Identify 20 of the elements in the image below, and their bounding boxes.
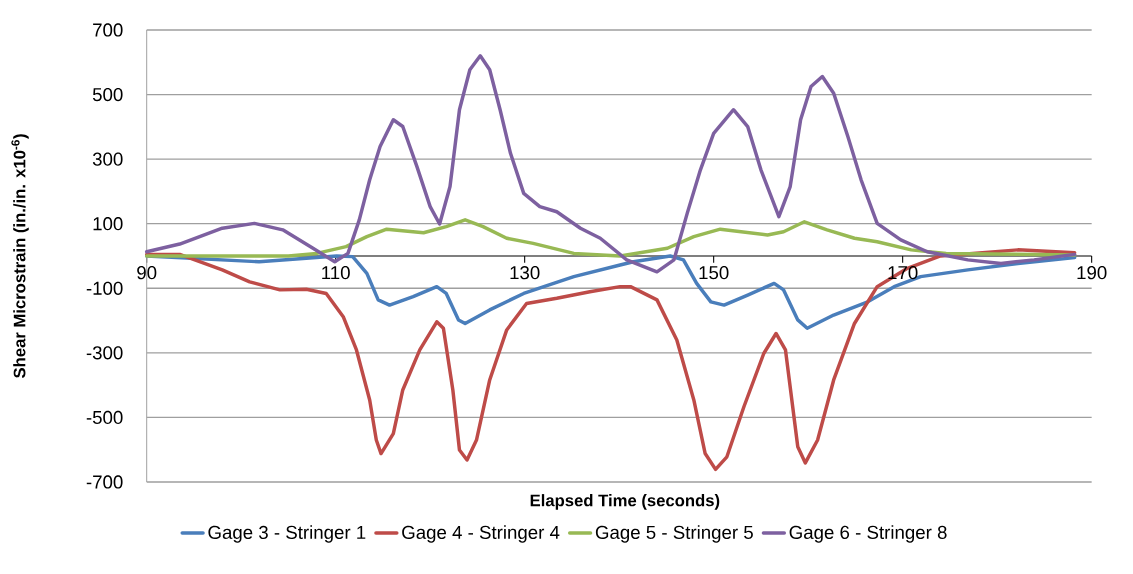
x-tick-label: 110 (322, 266, 350, 280)
x-axis-title: Elapsed Time (seconds) (530, 494, 720, 510)
x-tick-label: 130 (510, 266, 540, 280)
legend-label: Gage 4 - Stringer 4 (402, 525, 560, 543)
legend-label: Gage 5 - Stringer 5 (595, 525, 753, 543)
y-tick-label: -300 (86, 346, 123, 360)
y-tick-label: 500 (92, 87, 123, 102)
legend-label: Gage 6 - Stringer 8 (789, 525, 947, 543)
y-tick-label: -100 (86, 281, 123, 295)
y-tick-label: 700 (93, 23, 123, 37)
x-tick-label: 190 (1077, 266, 1107, 280)
x-tick-label: 150 (699, 266, 729, 280)
y-axis-title: Shear Microstrain (in./in. x10$^{-6}$) (11, 134, 29, 379)
y-tick-label: -700 (86, 475, 123, 489)
y-tick-label: 300 (92, 152, 123, 166)
x-tick-label: 90 (137, 266, 157, 280)
y-tick-label: 100 (93, 217, 123, 231)
line-series (144, 218, 1077, 258)
legend-label: Gage 3 - Stringer 1 (208, 525, 366, 543)
y-tick-label: -500 (86, 410, 123, 425)
